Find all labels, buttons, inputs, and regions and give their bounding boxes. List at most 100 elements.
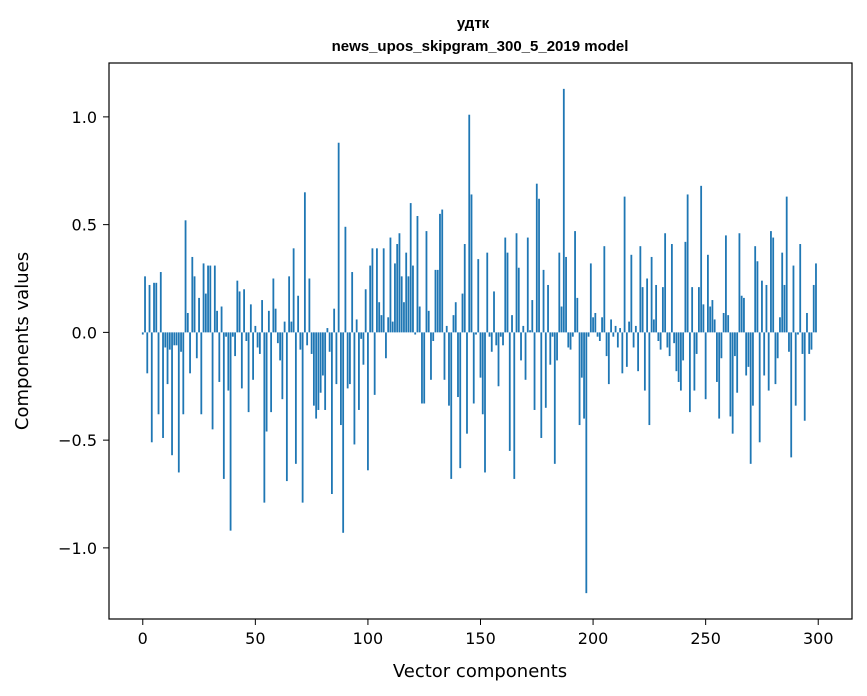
bar-42 (236, 280, 239, 333)
bar-131 (436, 269, 439, 333)
bar-183 (553, 332, 556, 464)
bar-84 (330, 332, 333, 495)
bar-164 (511, 315, 513, 333)
bar-230 (659, 332, 662, 350)
bar-226 (650, 256, 653, 333)
bar-103 (373, 332, 376, 395)
bar-212 (619, 328, 621, 333)
bar-264 (736, 332, 739, 393)
bar-2 (146, 332, 149, 374)
bar-110 (389, 237, 392, 333)
bar-147 (472, 332, 475, 404)
bar-138 (452, 315, 455, 333)
bar-136 (448, 332, 450, 406)
bar-178 (542, 269, 545, 333)
bar-52 (258, 332, 261, 354)
bar-281 (774, 332, 777, 385)
bar-228 (655, 284, 658, 333)
bar-37 (225, 332, 227, 337)
bar-82 (326, 328, 329, 333)
bar-272 (754, 246, 757, 333)
bar-209 (612, 332, 615, 337)
bar-23 (193, 276, 196, 333)
bar-134 (443, 332, 446, 380)
bar-60 (276, 332, 279, 344)
bar-219 (634, 325, 637, 333)
bar-71 (301, 332, 304, 503)
bar-257 (720, 332, 723, 359)
bar-221 (639, 246, 642, 333)
bar-236 (673, 332, 676, 344)
bar-160 (502, 332, 504, 346)
x-axis-label: Vector components (393, 661, 567, 682)
bar-94 (353, 332, 356, 445)
bar-72 (303, 192, 306, 333)
x-tick-label: 250 (690, 629, 721, 648)
bar-292 (799, 244, 802, 333)
bar-123 (418, 306, 421, 333)
bar-283 (779, 317, 781, 333)
bar-176 (538, 198, 540, 333)
bar-192 (574, 231, 576, 333)
bar-58 (272, 278, 275, 333)
bar-64 (285, 332, 288, 482)
x-tick-label: 0 (138, 629, 148, 648)
bar-59 (274, 308, 277, 333)
bar-117 (405, 252, 408, 333)
bar-194 (578, 332, 581, 426)
bar-61 (279, 332, 282, 361)
bar-4 (150, 332, 153, 443)
bar-18 (182, 332, 185, 415)
bars-group (141, 88, 817, 594)
bar-202 (596, 332, 599, 337)
bar-198 (587, 332, 590, 337)
bar-275 (761, 280, 763, 333)
bar-76 (312, 332, 315, 406)
bar-295 (806, 312, 808, 333)
bar-277 (765, 284, 768, 333)
bar-0 (141, 332, 144, 335)
bar-146 (470, 194, 473, 333)
bar-3 (148, 284, 151, 333)
bar-28 (204, 293, 207, 333)
plot-frame (108, 62, 853, 620)
bar-90 (344, 226, 347, 333)
bar-171 (526, 237, 529, 333)
bar-167 (517, 267, 520, 333)
bar-266 (740, 295, 743, 333)
bar-95 (355, 319, 358, 333)
bar-98 (362, 332, 365, 365)
bar-12 (168, 332, 171, 350)
bar-268 (745, 332, 748, 376)
bar-31 (211, 332, 214, 430)
bar-214 (623, 196, 626, 333)
bar-83 (328, 332, 331, 352)
bar-154 (488, 332, 491, 337)
bar-169 (522, 325, 525, 333)
bar-111 (391, 321, 394, 333)
bar-259 (725, 235, 727, 333)
bar-204 (601, 317, 603, 333)
bar-247 (697, 287, 700, 333)
bar-210 (614, 325, 617, 333)
bar-286 (785, 196, 788, 333)
bar-29 (207, 265, 209, 333)
bar-179 (544, 332, 547, 408)
bar-17 (180, 332, 182, 352)
bar-48 (249, 304, 252, 333)
bar-246 (695, 332, 698, 354)
bar-105 (378, 302, 381, 333)
bar-258 (722, 312, 725, 333)
bar-193 (576, 297, 579, 333)
y-tick-label: −1.0 (58, 539, 97, 558)
bar-288 (790, 332, 793, 458)
bar-62 (281, 332, 284, 400)
bar-36 (222, 332, 225, 479)
bar-141 (459, 332, 462, 469)
bar-86 (335, 332, 338, 385)
bar-172 (529, 330, 531, 333)
x-tick-label: 300 (803, 629, 834, 648)
bar-101 (369, 265, 372, 333)
bar-282 (776, 332, 779, 359)
